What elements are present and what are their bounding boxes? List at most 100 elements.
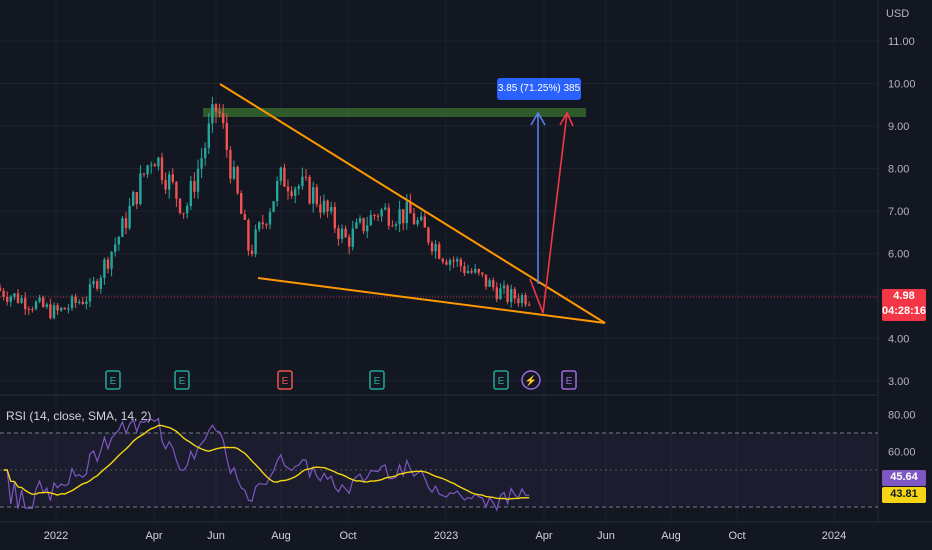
candle-body — [88, 284, 92, 302]
candle-body — [330, 206, 333, 212]
candle-body — [78, 301, 81, 303]
candle-body — [60, 307, 63, 311]
candle-body — [366, 225, 369, 232]
candle-body — [448, 260, 452, 265]
time-tick: 2022 — [44, 530, 68, 542]
candle-body — [142, 173, 146, 175]
time-axis[interactable]: 2022 Apr Jun Aug Oct 2023 Apr Jun Aug Oct 2024 — [44, 530, 846, 542]
candle-body — [420, 216, 423, 221]
candle-body — [315, 187, 318, 205]
candle-body — [340, 228, 344, 239]
candle-body — [294, 188, 297, 197]
candle-body — [276, 180, 279, 202]
candle-body — [513, 289, 516, 299]
candle-body — [243, 213, 246, 220]
candle-body — [81, 301, 84, 305]
candle-body — [178, 198, 182, 213]
candle-body — [45, 304, 48, 307]
time-tick: Apr — [145, 530, 162, 542]
earnings-markers: E E E E E ⚡ E — [105, 370, 577, 390]
candle-body — [322, 200, 326, 213]
wedge-lower-line — [257, 277, 606, 324]
candle-body — [268, 211, 272, 225]
candle-body — [16, 293, 20, 303]
candle-body — [369, 215, 372, 226]
candle-body — [164, 180, 167, 190]
candle-body — [74, 296, 77, 303]
candle-body — [24, 298, 27, 310]
candle-body — [160, 157, 164, 181]
candle-body — [423, 216, 426, 228]
candle-body — [70, 296, 74, 309]
candle-body — [520, 295, 524, 304]
rsi-value-tag: 45.64 — [882, 470, 926, 486]
price-tick: 6.00 — [888, 249, 909, 261]
candle-body — [326, 200, 329, 212]
earnings-marker[interactable]: E — [493, 370, 509, 390]
candle-body — [236, 166, 239, 194]
candle-body — [405, 201, 408, 224]
candle-body — [348, 237, 351, 247]
candle-body — [358, 218, 362, 223]
candle-body — [438, 244, 441, 259]
blue-arrow — [530, 111, 546, 284]
candle-body — [492, 280, 495, 288]
candle-body — [110, 251, 113, 269]
candle-body — [394, 224, 398, 227]
candle-body — [333, 206, 336, 229]
candle-body — [488, 280, 491, 287]
candle-body — [232, 166, 236, 179]
candle-body — [211, 104, 214, 124]
candle-body — [344, 228, 347, 238]
earnings-marker[interactable]: E — [174, 370, 190, 390]
earnings-marker[interactable]: E — [277, 370, 293, 390]
candle-body — [175, 181, 178, 199]
time-tick: Oct — [339, 530, 356, 542]
candle-body — [117, 236, 120, 245]
candle-body — [20, 298, 23, 303]
candle-body — [103, 259, 106, 278]
candle-body — [312, 187, 315, 204]
candle-body — [132, 192, 135, 206]
candle-body — [380, 209, 383, 217]
svg-text:E: E — [282, 376, 289, 387]
candle-body — [474, 268, 477, 273]
candle-body — [63, 307, 66, 310]
candle-body — [384, 207, 387, 210]
candle-body — [139, 173, 142, 205]
candle-body — [466, 270, 470, 274]
svg-text:E: E — [498, 376, 505, 387]
candle-body — [6, 297, 9, 302]
earnings-marker[interactable]: E — [561, 370, 577, 390]
rsi-axis[interactable]: 80.00 60.00 — [888, 410, 916, 459]
time-tick: 2023 — [434, 530, 458, 542]
candle-body — [412, 213, 416, 225]
earnings-marker[interactable]: E — [369, 370, 385, 390]
candle-body — [517, 298, 520, 304]
svg-text:E: E — [566, 376, 573, 387]
candle-body — [168, 174, 171, 190]
candle-body — [524, 295, 527, 305]
candle-body — [373, 215, 376, 217]
earnings-marker[interactable]: ⚡ — [521, 370, 541, 390]
candle-body — [506, 285, 509, 303]
candles — [0, 96, 531, 320]
candle-body — [427, 227, 430, 243]
candle-body — [2, 290, 5, 298]
time-tick: Aug — [661, 530, 681, 542]
candle-body — [304, 176, 308, 178]
currency-label: USD — [886, 8, 910, 20]
candle-body — [67, 308, 70, 310]
candle-body — [430, 242, 434, 252]
candle-body — [42, 297, 45, 307]
earnings-marker[interactable]: E — [105, 370, 121, 390]
candle-body — [250, 250, 254, 255]
candle-body — [128, 205, 131, 229]
rsi-title[interactable]: RSI (14, close, SMA, 14, 2) — [6, 409, 152, 423]
last-price-value: 4.98 — [893, 290, 915, 302]
candle-body — [290, 191, 293, 197]
candle-body — [477, 268, 480, 273]
candle-body — [441, 258, 444, 262]
